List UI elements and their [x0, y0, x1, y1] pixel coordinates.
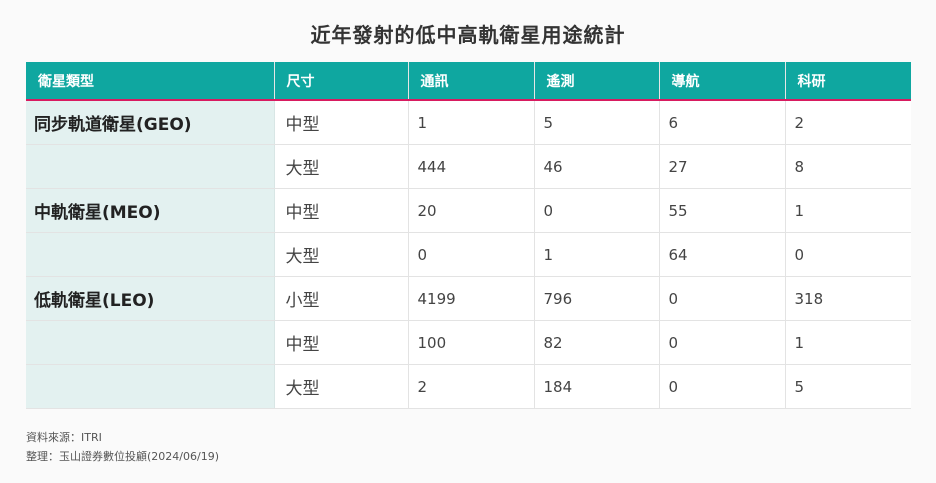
source-note: 資料來源：ITRI 整理：玉山證券數位投顧(2024/06/19)	[26, 428, 219, 466]
header-remote-sensing: 遙測	[534, 62, 660, 101]
size-cell: 中型	[274, 100, 409, 145]
communication-value: 2	[408, 364, 535, 409]
remote-sensing-value: 82	[534, 320, 660, 365]
satellite-type-cell	[26, 144, 275, 189]
research-value: 5	[785, 364, 911, 409]
table-header-row: 衛星類型 尺寸 通訊 遙測 導航 科研	[26, 62, 911, 101]
page-title: 近年發射的低中高軌衛星用途統計	[310, 23, 626, 47]
navigation-value: 0	[659, 320, 786, 365]
research-value: 318	[785, 276, 911, 321]
size-cell: 中型	[274, 188, 409, 233]
header-size: 尺寸	[274, 62, 409, 101]
satellite-type-cell: 同步軌道衛星(GEO)	[26, 100, 275, 145]
satellite-usage-table: 衛星類型 尺寸 通訊 遙測 導航 科研 同步軌道衛星(GEO) 中型 1 5 6…	[26, 62, 911, 409]
communication-value: 0	[408, 232, 535, 277]
communication-value: 4199	[408, 276, 535, 321]
navigation-value: 55	[659, 188, 786, 233]
navigation-value: 0	[659, 276, 786, 321]
satellite-type-cell: 低軌衛星(LEO)	[26, 276, 275, 321]
remote-sensing-value: 184	[534, 364, 660, 409]
communication-value: 444	[408, 144, 535, 189]
research-value: 1	[785, 188, 911, 233]
table-row: 同步軌道衛星(GEO) 中型 1 5 6 2	[26, 100, 911, 145]
satellite-type-cell	[26, 364, 275, 409]
table-row: 低軌衛星(LEO) 小型 4199 796 0 318	[26, 276, 911, 321]
research-value: 8	[785, 144, 911, 189]
table-row: 大型 0 1 64 0	[26, 232, 911, 277]
navigation-value: 6	[659, 100, 786, 145]
communication-value: 100	[408, 320, 535, 365]
communication-value: 20	[408, 188, 535, 233]
table-row: 大型 444 46 27 8	[26, 144, 911, 189]
table-row: 大型 2 184 0 5	[26, 364, 911, 409]
satellite-type-cell: 中軌衛星(MEO)	[26, 188, 275, 233]
remote-sensing-value: 1	[534, 232, 660, 277]
source-line: 資料來源：ITRI	[26, 431, 102, 444]
size-cell: 小型	[274, 276, 409, 321]
table-row: 中軌衛星(MEO) 中型 20 0 55 1	[26, 188, 911, 233]
research-value: 0	[785, 232, 911, 277]
size-cell: 大型	[274, 232, 409, 277]
size-cell: 大型	[274, 144, 409, 189]
header-satellite-type: 衛星類型	[26, 62, 275, 101]
header-communication: 通訊	[408, 62, 535, 101]
remote-sensing-value: 796	[534, 276, 660, 321]
research-value: 2	[785, 100, 911, 145]
header-research: 科研	[785, 62, 911, 101]
navigation-value: 0	[659, 364, 786, 409]
remote-sensing-value: 5	[534, 100, 660, 145]
compiled-by-line: 整理：玉山證券數位投顧(2024/06/19)	[26, 450, 219, 463]
header-navigation: 導航	[659, 62, 786, 101]
satellite-type-cell	[26, 320, 275, 365]
size-cell: 大型	[274, 364, 409, 409]
size-cell: 中型	[274, 320, 409, 365]
navigation-value: 27	[659, 144, 786, 189]
satellite-type-cell	[26, 232, 275, 277]
communication-value: 1	[408, 100, 535, 145]
table-row: 中型 100 82 0 1	[26, 320, 911, 365]
navigation-value: 64	[659, 232, 786, 277]
remote-sensing-value: 0	[534, 188, 660, 233]
remote-sensing-value: 46	[534, 144, 660, 189]
research-value: 1	[785, 320, 911, 365]
